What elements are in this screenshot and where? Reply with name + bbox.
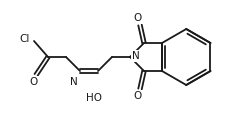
Text: HO: HO [86, 93, 102, 103]
Text: N: N [132, 51, 140, 61]
Text: O: O [134, 13, 142, 23]
Text: Cl: Cl [20, 34, 30, 44]
Text: O: O [134, 91, 142, 101]
Text: O: O [30, 77, 38, 87]
Text: N: N [70, 77, 78, 87]
